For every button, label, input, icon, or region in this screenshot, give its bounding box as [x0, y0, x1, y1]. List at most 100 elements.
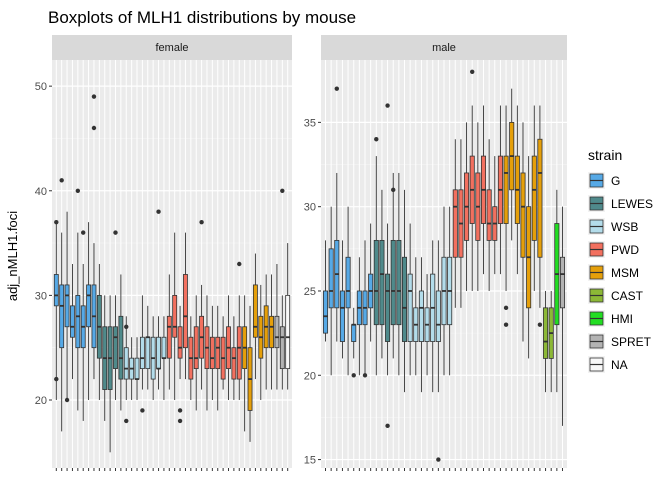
box-MSM	[509, 88, 515, 241]
box-PWD	[177, 305, 183, 424]
box-body	[139, 336, 145, 370]
y-tick-label: 35	[304, 117, 316, 129]
y-tick-label: 30	[35, 290, 47, 302]
box-MSM	[242, 295, 248, 432]
box-G	[356, 257, 362, 376]
box-body	[172, 294, 178, 338]
outlier-point	[436, 457, 441, 462]
box-body	[339, 290, 345, 342]
facet-label: male	[432, 42, 456, 54]
facet-label: female	[155, 42, 188, 54]
box-PWD	[475, 122, 481, 291]
box-PWD	[209, 305, 215, 400]
outlier-point	[470, 69, 475, 75]
box-WSB	[447, 206, 453, 376]
box-body	[145, 336, 151, 370]
box-body	[285, 294, 291, 370]
facet-female: female 20 30 40 50	[35, 35, 292, 471]
box-WSB	[139, 295, 145, 413]
box-body	[53, 274, 59, 307]
box-body	[269, 315, 274, 349]
box-PWD	[215, 305, 221, 411]
box-PWD	[204, 295, 210, 411]
legend-label: WSB	[611, 220, 638, 234]
box-G	[345, 206, 351, 376]
box-G	[70, 264, 75, 380]
box-PWD	[183, 232, 188, 380]
outlier-point	[503, 305, 509, 311]
facet-strip	[52, 35, 292, 60]
box-SPRET	[559, 206, 566, 426]
box-body	[166, 315, 172, 359]
box-G	[322, 240, 329, 342]
box-body	[215, 336, 221, 370]
box-MSM	[503, 105, 509, 327]
box-body	[236, 326, 242, 380]
box-G	[328, 206, 334, 376]
box-PWD	[486, 139, 492, 291]
legend-label: MSM	[611, 266, 639, 280]
outlier-point	[124, 324, 129, 329]
box-body	[351, 324, 357, 342]
box-body	[373, 239, 379, 326]
box-WSB	[145, 305, 151, 390]
box-body	[113, 326, 118, 370]
box-MSM	[520, 122, 526, 342]
box-MSM	[258, 284, 264, 400]
box-body	[86, 284, 92, 328]
box-body	[328, 248, 334, 309]
box-MSM	[263, 274, 269, 390]
box-NA	[285, 243, 291, 390]
box-PWD	[464, 122, 470, 291]
box-WSB	[156, 209, 161, 390]
box-WSB	[407, 223, 413, 376]
outlier-point	[385, 103, 390, 108]
box-G	[91, 94, 97, 380]
outlier-point	[537, 322, 543, 327]
box-WSB	[129, 337, 135, 400]
box-MSM	[269, 274, 274, 390]
box-body	[156, 336, 161, 370]
box-PWD	[166, 274, 172, 390]
box-body	[183, 274, 188, 349]
outlier-point	[113, 230, 118, 235]
box-PWD	[220, 316, 226, 390]
box-LEWES	[379, 189, 385, 359]
y-tick-label: 40	[35, 186, 47, 198]
legend-item-wsb: WSB	[588, 218, 638, 235]
box-MSM	[537, 105, 543, 327]
box-body	[279, 326, 285, 370]
box-LEWES	[385, 103, 391, 429]
box-body	[401, 256, 408, 342]
y-tick-label: 20	[35, 395, 47, 407]
box-LEWES	[390, 172, 396, 359]
outlier-point	[177, 418, 183, 424]
box-body	[520, 172, 526, 258]
outlier-point	[156, 209, 161, 214]
y-tick-label: 15	[304, 455, 316, 467]
box-SPRET	[279, 188, 285, 390]
legend-label: G	[611, 174, 620, 188]
box-PWD	[480, 105, 487, 275]
box-WSB	[134, 337, 140, 400]
box-WSB	[435, 240, 441, 462]
outlier-point	[334, 86, 339, 91]
box-body	[531, 155, 537, 241]
box-SPRET	[274, 264, 280, 390]
box-body	[390, 239, 396, 326]
box-body	[59, 284, 65, 349]
outlier-point	[503, 322, 509, 327]
outlier-point	[374, 137, 379, 142]
outlier-point	[54, 219, 59, 225]
box-PWD	[236, 261, 242, 400]
box-G	[86, 222, 92, 400]
outlier-point	[75, 188, 81, 193]
box-G	[75, 188, 81, 411]
box-MSM	[526, 156, 532, 359]
legend-label: CAST	[611, 289, 644, 303]
box-LEWES	[118, 274, 124, 411]
outlier-point	[54, 376, 59, 382]
box-PWD	[193, 295, 199, 411]
box-body	[70, 305, 75, 338]
